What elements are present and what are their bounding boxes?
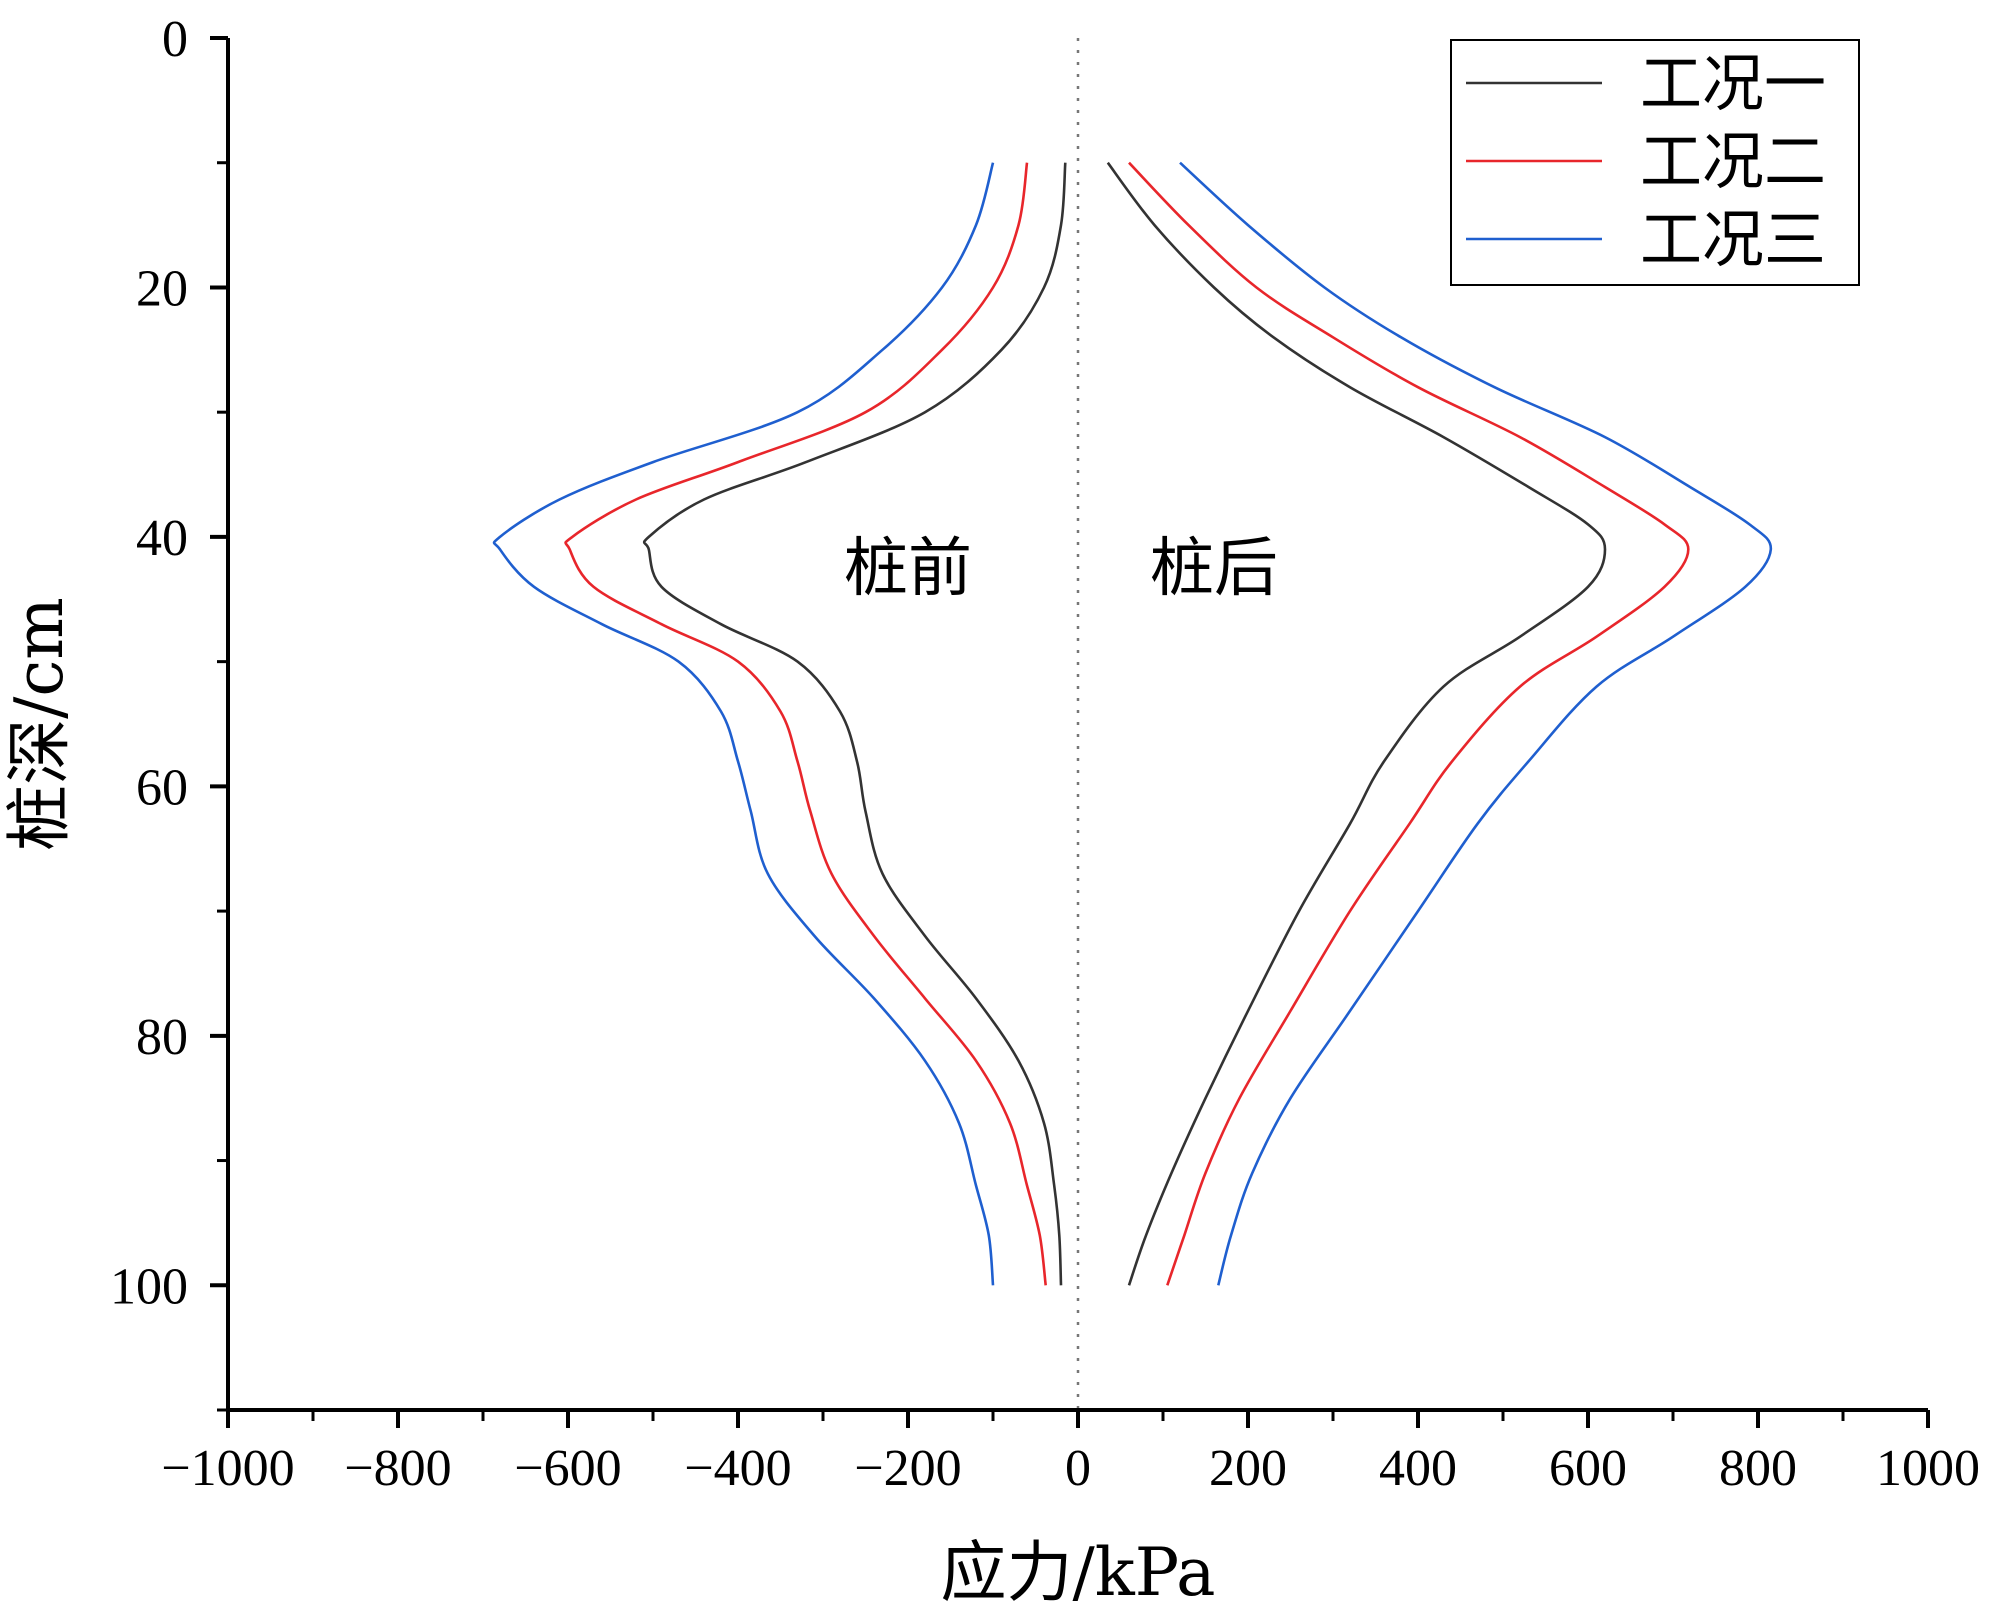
x-tick-label: −200 bbox=[854, 1440, 961, 1497]
x-tick-label: 800 bbox=[1719, 1440, 1797, 1497]
series-line-2-front bbox=[564, 162, 1047, 1286]
y-tick-label: 0 bbox=[162, 11, 188, 68]
y-axis-title: 桩深/cm bbox=[1, 597, 78, 851]
series-line-2-back bbox=[1128, 161, 1690, 1286]
legend-label: 工况二 bbox=[1640, 125, 1826, 198]
x-tick-label: −600 bbox=[514, 1440, 621, 1497]
x-tick-label: 600 bbox=[1549, 1440, 1627, 1497]
x-tick-label: 1000 bbox=[1876, 1440, 1980, 1497]
y-tick-label: 20 bbox=[136, 260, 188, 317]
x-tick-label: 200 bbox=[1209, 1440, 1287, 1497]
series-line-3-front bbox=[492, 162, 995, 1286]
legend-label: 工况三 bbox=[1640, 203, 1826, 276]
x-axis-title: 应力/kPa bbox=[940, 1534, 1215, 1611]
y-tick-label: 60 bbox=[136, 759, 188, 816]
y-tick-label: 40 bbox=[136, 510, 188, 567]
y-tick-label: 100 bbox=[110, 1258, 188, 1315]
plot-area bbox=[492, 38, 1773, 1410]
legend-box bbox=[1450, 39, 1860, 286]
y-ticks: 0 20 40 60 80 100 bbox=[110, 11, 228, 1412]
legend-label: 工况一 bbox=[1640, 47, 1826, 120]
annotations: 桩前 桩后 bbox=[844, 532, 1278, 606]
x-tick-label: 0 bbox=[1065, 1440, 1091, 1497]
series-line-1-front bbox=[642, 162, 1067, 1286]
x-tick-label: −1000 bbox=[161, 1440, 294, 1497]
x-tick-label: −400 bbox=[684, 1440, 791, 1497]
series-line-1-back bbox=[1106, 161, 1607, 1286]
axes: −1000 −800 −600 −400 −200 0 200 400 600 800 1000 0… bbox=[110, 11, 1980, 1497]
x-tick-label: −800 bbox=[344, 1440, 451, 1497]
x-tick-label: 400 bbox=[1379, 1440, 1457, 1497]
annotation-1: 桩前 bbox=[844, 532, 972, 606]
x-ticks: −1000 −800 −600 −400 −200 0 200 400 600 800 1000 bbox=[161, 1410, 1980, 1497]
annotation-2: 桩后 bbox=[1150, 532, 1278, 606]
y-tick-label: 80 bbox=[136, 1009, 188, 1066]
series-line-3-back bbox=[1179, 161, 1773, 1286]
